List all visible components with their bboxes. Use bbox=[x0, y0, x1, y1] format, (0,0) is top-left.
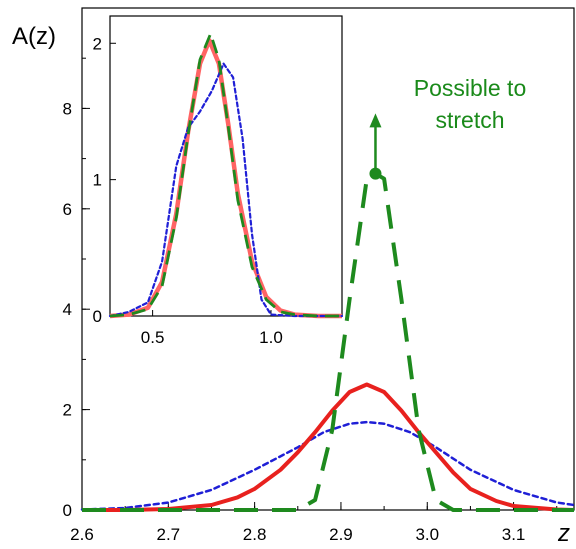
inset-x-tick-label: 1.0 bbox=[259, 328, 283, 347]
inset-series-dashed-line bbox=[109, 32, 342, 318]
inset-y-tick-label: 1 bbox=[93, 171, 102, 190]
annotation-text-line: stretch bbox=[435, 107, 504, 133]
inset-y-tick-label: 2 bbox=[93, 34, 102, 53]
main-x-tick-label: 2.7 bbox=[156, 525, 180, 544]
inset-plot: 0.5 1.0 0 1 2 bbox=[93, 15, 344, 347]
main-y-tick-label: 4 bbox=[63, 300, 72, 319]
inset-y-tick-label: 0 bbox=[93, 307, 102, 326]
main-y-tick-label: 2 bbox=[63, 401, 72, 420]
annotation-text-line: Possible to bbox=[414, 75, 527, 101]
main-y-tick-label: 8 bbox=[63, 99, 72, 118]
inset-series-dotted-line bbox=[108, 62, 344, 318]
main-x-axis-title: z bbox=[557, 520, 570, 547]
stretch-marker-dot bbox=[369, 167, 382, 180]
main-y-axis-title: A(z) bbox=[12, 23, 56, 50]
main-series-solid-line bbox=[82, 382, 575, 512]
main-x-tick-label: 3.1 bbox=[502, 525, 526, 544]
annotation: Possible to stretch bbox=[369, 75, 526, 180]
main-x-tick-label: 2.6 bbox=[70, 525, 94, 544]
stretch-arrow-head bbox=[369, 113, 382, 128]
inset-frame bbox=[109, 15, 343, 317]
inset-x-tick-label: 0.5 bbox=[141, 328, 165, 347]
main-series-dotted-line bbox=[80, 420, 576, 511]
main-x-tick-label: 2.9 bbox=[329, 525, 353, 544]
main-y-tick-label: 6 bbox=[63, 200, 72, 219]
main-y-tick-label: 0 bbox=[63, 501, 72, 520]
main-x-tick-label: 3.0 bbox=[415, 525, 439, 544]
main-x-tick-label: 2.8 bbox=[243, 525, 267, 544]
